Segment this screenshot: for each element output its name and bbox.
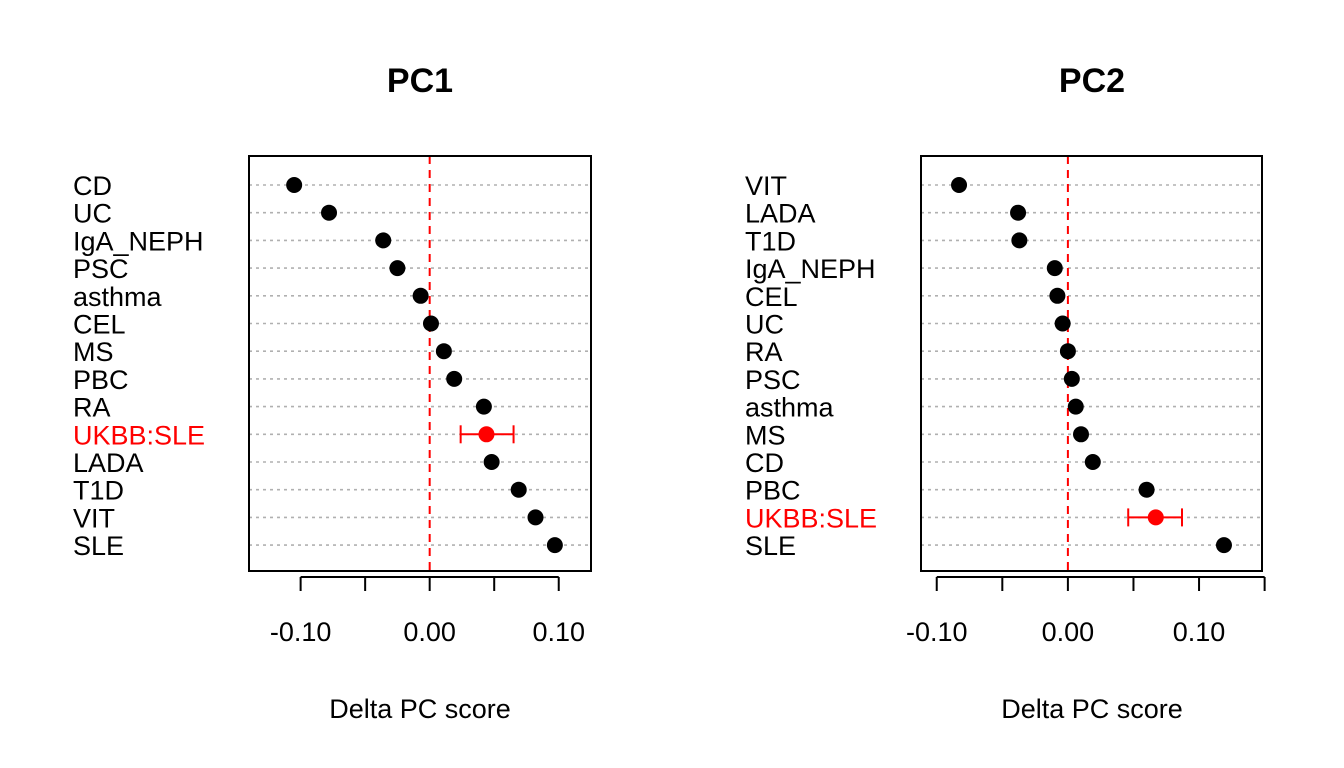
data-point: [1084, 454, 1101, 470]
category-label: UC: [745, 310, 784, 340]
plot-frame: [248, 155, 592, 572]
data-point: [1138, 481, 1155, 498]
data-point: [1215, 537, 1232, 554]
category-label: PSC: [745, 365, 801, 395]
category-label: CD: [745, 448, 784, 478]
category-label: UC: [73, 199, 112, 229]
data-point: [1010, 204, 1027, 221]
data-point: [1059, 343, 1076, 360]
category-label: MS: [73, 337, 114, 367]
category-label: VIT: [73, 503, 115, 533]
data-point: [546, 537, 563, 554]
data-point: [951, 177, 968, 193]
chart-title: PC1: [387, 62, 453, 100]
x-axis-title: Delta PC score: [1001, 694, 1183, 724]
data-point: [286, 177, 303, 193]
category-label: T1D: [745, 226, 796, 256]
category-label: VIT: [745, 171, 787, 201]
highlight-point: [478, 426, 495, 443]
data-point: [1054, 315, 1071, 332]
x-axis-title: Delta PC score: [329, 694, 511, 724]
category-label: SLE: [745, 531, 796, 561]
category-label: MS: [745, 420, 786, 450]
category-label: CD: [73, 171, 112, 201]
category-label: IgA_NEPH: [745, 254, 876, 284]
category-label: RA: [745, 337, 783, 367]
category-label: asthma: [73, 282, 163, 312]
chart-title: PC2: [1059, 62, 1125, 100]
data-point: [475, 398, 492, 415]
category-label: T1D: [73, 476, 124, 506]
data-point: [510, 481, 527, 498]
category-label: LADA: [73, 448, 144, 478]
data-point: [1063, 370, 1080, 387]
category-label: PBC: [73, 365, 129, 395]
x-tick-label: 0.10: [532, 617, 585, 647]
category-label: asthma: [745, 393, 835, 423]
category-label: UKBB:SLE: [745, 503, 877, 533]
data-point: [1067, 398, 1084, 415]
category-label: UKBB:SLE: [73, 420, 205, 450]
data-point: [1046, 260, 1063, 277]
x-tick-label: 0.00: [403, 617, 456, 647]
category-label: RA: [73, 393, 111, 423]
data-point: [321, 204, 338, 221]
x-tick-label: -0.10: [270, 617, 332, 647]
x-tick-label: 0.00: [1042, 617, 1095, 647]
category-label: PSC: [73, 254, 129, 284]
plot-frame: [920, 155, 1263, 572]
data-point: [1011, 232, 1028, 249]
data-point: [446, 370, 463, 387]
category-label: IgA_NEPH: [73, 226, 204, 256]
x-tick-label: -0.10: [906, 617, 968, 647]
data-point: [389, 260, 406, 277]
chart-panel-pc1: PC1 CDUCIgA_NEPHPSCasthmaCELMSPBCRAUKBB:S…: [73, 62, 592, 724]
data-point: [1073, 426, 1090, 443]
category-label: CEL: [73, 310, 126, 340]
data-point: [412, 287, 429, 304]
category-label: SLE: [73, 531, 124, 561]
category-label: CEL: [745, 282, 798, 312]
highlight-point: [1147, 509, 1164, 526]
data-point: [1049, 287, 1066, 304]
category-label: LADA: [745, 199, 816, 229]
x-tick-label: 0.10: [1173, 617, 1226, 647]
data-point: [422, 315, 439, 332]
category-label: PBC: [745, 476, 801, 506]
data-point: [483, 454, 500, 470]
data-point: [527, 509, 544, 526]
data-point: [375, 232, 392, 249]
chart-panel-pc2: PC2 VITLADAT1DIgA_NEPHCELUCRAPSCasthmaMSC…: [745, 62, 1266, 724]
data-point: [435, 343, 452, 360]
